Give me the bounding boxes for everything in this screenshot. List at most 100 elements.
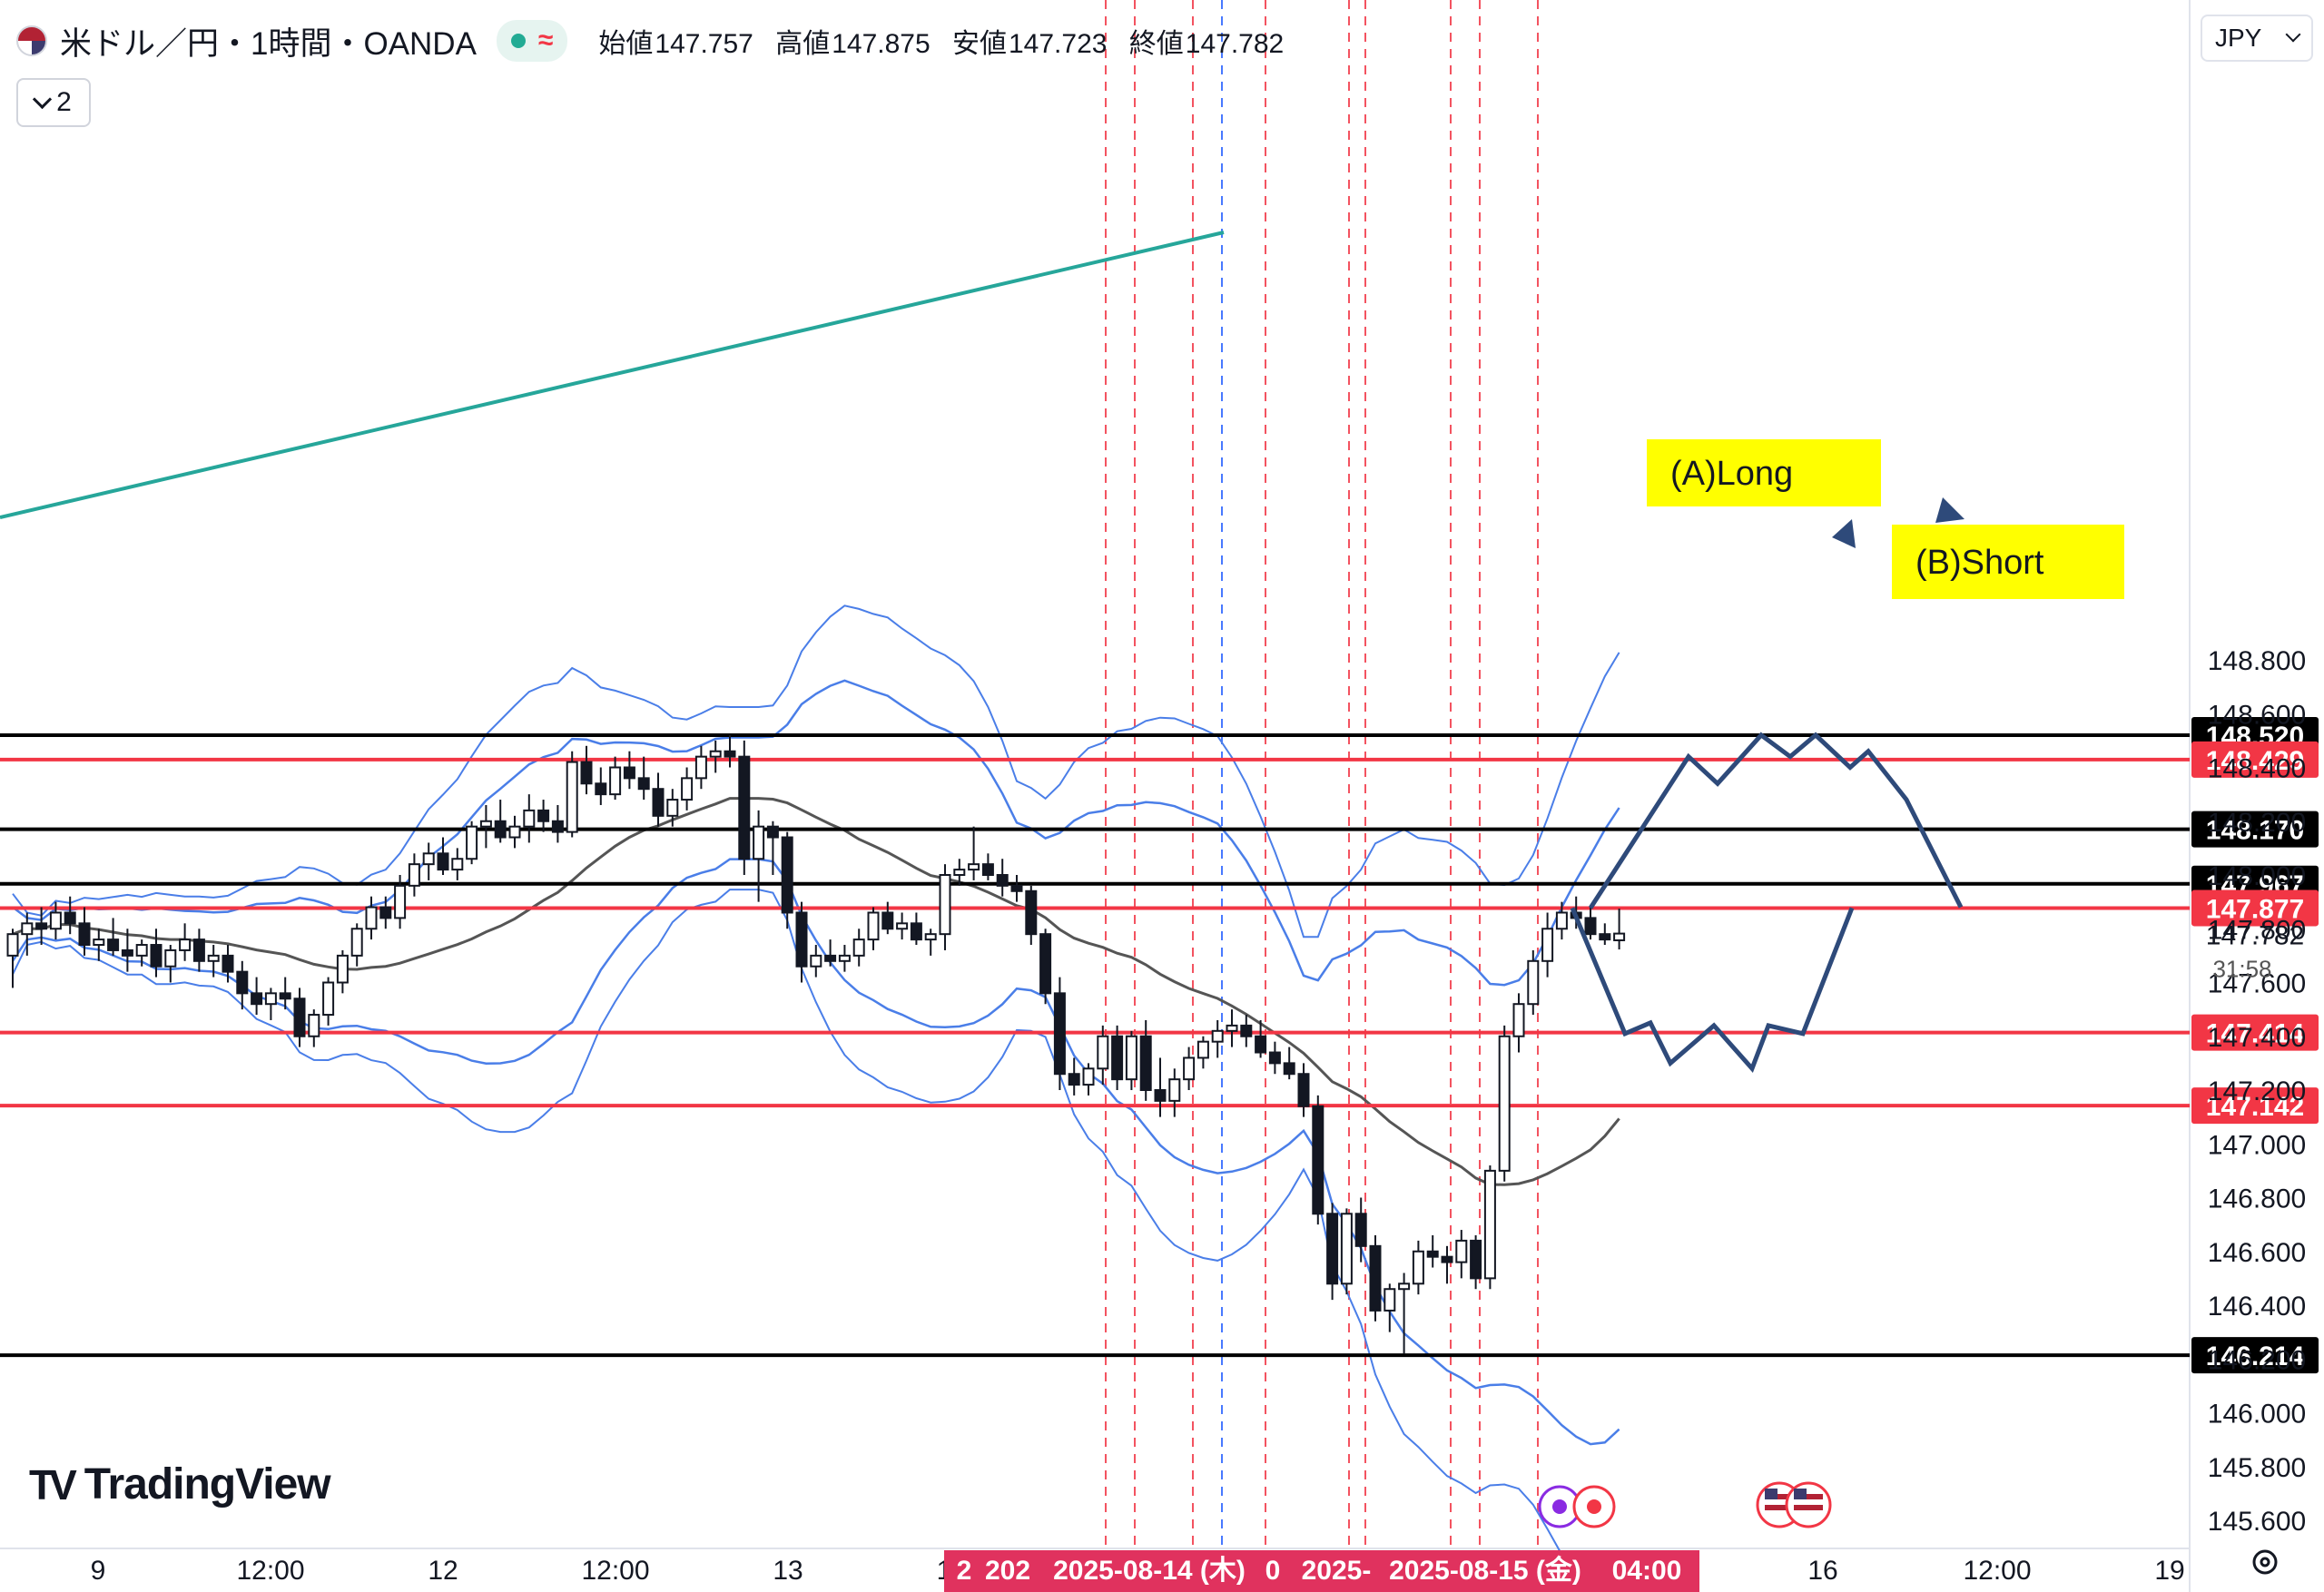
candle <box>264 988 277 1020</box>
candle <box>494 800 507 843</box>
annotation-box[interactable] <box>1647 439 1881 506</box>
bullish-candle-body <box>1183 1056 1196 1081</box>
lower-band-3sd-line <box>12 889 1620 1592</box>
bullish-candle-body <box>523 809 536 828</box>
candle <box>738 740 751 875</box>
bullish-candle-body <box>566 761 578 833</box>
flag-stripe <box>1794 1505 1823 1510</box>
candle <box>1555 901 1568 940</box>
bearish-candle-body <box>1068 1073 1080 1086</box>
price-level[interactable]: 147.877 <box>0 889 2319 927</box>
annotation-label[interactable]: (B)Short <box>1892 525 2124 599</box>
bullish-candle-body <box>681 777 694 801</box>
price-tick-label: 148.600 <box>2208 700 2306 730</box>
price-level[interactable]: 148.170 <box>0 811 2319 848</box>
bullish-candle-body <box>179 938 192 951</box>
time-tick-label: 9 <box>91 1556 106 1586</box>
candle <box>781 831 793 929</box>
price-level[interactable]: 146.214 <box>0 1337 2319 1374</box>
rising-trendline[interactable] <box>0 231 1225 519</box>
candle <box>824 939 837 967</box>
bearish-candle-body <box>1470 1239 1482 1280</box>
candle <box>150 929 162 978</box>
candle <box>1470 1234 1482 1290</box>
price-level[interactable]: 147.967 <box>0 865 2319 902</box>
short-projection-path[interactable] <box>1570 907 1855 1074</box>
price-tick-label: 147.000 <box>2208 1130 2306 1160</box>
market-status-pill[interactable]: ≈ <box>496 20 568 62</box>
time-tick-label: 16 <box>1807 1556 1837 1586</box>
price-axis[interactable]: 148.800148.600148.400148.200148.000147.8… <box>2206 646 2306 1537</box>
bullish-candle-body <box>308 1014 320 1037</box>
tradingview-logo-icon: TV <box>29 1460 77 1508</box>
price-level[interactable]: 148.520 <box>0 716 2319 753</box>
bar-countdown-label: 31:58 <box>2212 956 2271 983</box>
annotation-box[interactable] <box>1892 525 2124 599</box>
candle <box>1512 993 1525 1053</box>
time-tick-label: 12:00 <box>1963 1556 2031 1586</box>
bullish-candle-body <box>1384 1288 1396 1312</box>
candle <box>523 794 536 843</box>
time-axis[interactable]: 912:001212:001311612:001922022025-08-14 … <box>91 1550 2185 1592</box>
candle <box>21 912 34 956</box>
tradingview-watermark[interactable]: TV TradingView <box>29 1459 331 1509</box>
candle <box>1139 1019 1152 1101</box>
price-level[interactable]: 147.414 <box>0 1014 2319 1051</box>
symbol-title[interactable]: 米ドル／円・1時間・OANDA <box>60 25 477 62</box>
bullish-candle-body <box>21 922 34 936</box>
long-projection-path[interactable] <box>1588 732 1964 909</box>
bearish-candle-body <box>996 874 1009 887</box>
bullish-candle-body <box>164 948 177 968</box>
bullish-candle-body <box>365 906 378 930</box>
candle <box>1369 1234 1382 1322</box>
bullish-candle-body <box>408 863 420 887</box>
bearish-candle-body <box>1053 992 1066 1076</box>
bullish-candle-body <box>609 766 622 796</box>
trendline[interactable] <box>0 231 1225 519</box>
candle <box>1384 1283 1396 1332</box>
bullish-candle-body <box>1211 1029 1224 1043</box>
flag-stripe <box>1765 1494 1794 1499</box>
annotations[interactable]: (A)Long (B)Short <box>1647 439 2124 599</box>
candle <box>107 918 120 956</box>
bollinger-bands <box>11 604 1620 1592</box>
candle <box>164 945 177 983</box>
flag-stripe <box>1794 1494 1823 1499</box>
candle <box>1268 1041 1281 1075</box>
open-label: 始値 <box>598 29 654 59</box>
annotation-label[interactable]: (A)Long <box>1647 439 1881 506</box>
event-dot <box>1587 1499 1601 1514</box>
candle <box>422 842 435 880</box>
bearish-candle-body <box>1297 1073 1310 1107</box>
bullish-candle-body <box>694 755 707 780</box>
candle <box>1154 1057 1167 1117</box>
candle <box>753 810 765 902</box>
candle <box>1039 929 1052 1005</box>
price-level[interactable]: 148.429 <box>0 741 2319 778</box>
bullish-candle-body <box>451 858 464 871</box>
projection-paths[interactable] <box>1570 497 1965 1074</box>
bullish-candle-body <box>264 992 277 1006</box>
candle <box>810 945 822 978</box>
us-flag-event-icon[interactable] <box>1785 1481 1832 1528</box>
candle <box>207 945 220 978</box>
bearish-candle-body <box>881 911 894 930</box>
price-level[interactable]: 147.142 <box>0 1087 2319 1125</box>
close-value: 147.782 <box>1185 29 1285 59</box>
economic-events[interactable] <box>1538 1481 1832 1528</box>
bullish-candle-body <box>422 852 435 866</box>
candle <box>551 804 564 843</box>
bearish-candle-body <box>1283 1062 1295 1076</box>
candle <box>566 751 578 838</box>
data-delay-icon: ≈ <box>537 25 554 55</box>
bearish-candle-body <box>738 755 751 860</box>
red-dot-event-icon[interactable] <box>1572 1485 1616 1528</box>
price-tick-label: 147.200 <box>2208 1076 2306 1106</box>
currency-select[interactable]: JPY <box>2201 15 2313 62</box>
indicators-collapse-button[interactable]: 2 <box>16 78 91 127</box>
lightning-event-icon[interactable] <box>1538 1485 1581 1528</box>
bearish-candle-body <box>437 852 449 871</box>
gear-icon[interactable] <box>2250 1547 2280 1577</box>
